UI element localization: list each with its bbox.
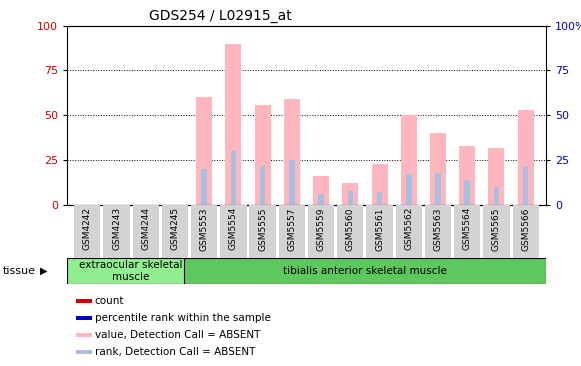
Bar <box>231 151 236 205</box>
Bar <box>376 193 382 205</box>
Bar <box>459 146 475 205</box>
Bar <box>464 180 470 205</box>
Bar <box>225 44 242 205</box>
Text: tibialis anterior skeletal muscle: tibialis anterior skeletal muscle <box>283 266 447 276</box>
FancyBboxPatch shape <box>396 205 422 258</box>
Bar <box>284 99 300 205</box>
FancyBboxPatch shape <box>184 258 546 284</box>
Bar <box>254 105 271 205</box>
Bar <box>77 316 92 321</box>
Text: GSM5560: GSM5560 <box>346 207 355 251</box>
Text: GDS254 / L02915_at: GDS254 / L02915_at <box>149 9 292 23</box>
Text: tissue: tissue <box>3 266 36 276</box>
Bar <box>523 165 529 205</box>
FancyBboxPatch shape <box>512 205 539 258</box>
FancyBboxPatch shape <box>191 205 217 258</box>
Text: GSM5565: GSM5565 <box>492 207 501 251</box>
Text: ▶: ▶ <box>40 266 47 276</box>
Text: GSM4243: GSM4243 <box>112 207 121 250</box>
Bar <box>196 97 212 205</box>
Bar <box>489 147 504 205</box>
Bar <box>435 173 441 205</box>
Text: GSM5554: GSM5554 <box>229 207 238 250</box>
Text: GSM4242: GSM4242 <box>83 207 92 250</box>
Bar <box>347 191 353 205</box>
FancyBboxPatch shape <box>162 205 188 258</box>
Text: GSM5562: GSM5562 <box>404 207 413 250</box>
FancyBboxPatch shape <box>454 205 480 258</box>
Text: extraocular skeletal
muscle: extraocular skeletal muscle <box>80 260 183 282</box>
Text: GSM5557: GSM5557 <box>288 207 296 251</box>
Text: GSM5553: GSM5553 <box>200 207 209 251</box>
Text: GSM5564: GSM5564 <box>462 207 472 250</box>
FancyBboxPatch shape <box>483 205 510 258</box>
FancyBboxPatch shape <box>337 205 364 258</box>
Text: count: count <box>95 296 124 306</box>
Bar <box>318 194 324 205</box>
FancyBboxPatch shape <box>132 205 159 258</box>
Text: rank, Detection Call = ABSENT: rank, Detection Call = ABSENT <box>95 347 255 357</box>
Text: GSM4244: GSM4244 <box>141 207 150 250</box>
Bar <box>289 160 295 205</box>
Bar <box>518 110 534 205</box>
Bar <box>313 176 329 205</box>
Bar <box>430 133 446 205</box>
FancyBboxPatch shape <box>308 205 334 258</box>
FancyBboxPatch shape <box>103 205 130 258</box>
Bar <box>406 175 411 205</box>
Bar <box>202 169 207 205</box>
Bar <box>260 165 266 205</box>
Bar <box>77 350 92 354</box>
Bar <box>342 183 358 205</box>
Text: percentile rank within the sample: percentile rank within the sample <box>95 313 271 323</box>
FancyBboxPatch shape <box>367 205 393 258</box>
Bar <box>77 299 92 303</box>
Text: GSM5555: GSM5555 <box>258 207 267 251</box>
FancyBboxPatch shape <box>425 205 451 258</box>
FancyBboxPatch shape <box>249 205 276 258</box>
FancyBboxPatch shape <box>279 205 305 258</box>
Text: GSM5566: GSM5566 <box>521 207 530 251</box>
Text: GSM5563: GSM5563 <box>433 207 443 251</box>
Text: GSM5561: GSM5561 <box>375 207 384 251</box>
Text: GSM5559: GSM5559 <box>317 207 325 251</box>
Text: value, Detection Call = ABSENT: value, Detection Call = ABSENT <box>95 330 260 340</box>
Bar <box>401 115 417 205</box>
Text: GSM4245: GSM4245 <box>170 207 180 250</box>
FancyBboxPatch shape <box>74 205 101 258</box>
FancyBboxPatch shape <box>220 205 246 258</box>
Bar <box>77 333 92 337</box>
FancyBboxPatch shape <box>67 258 195 284</box>
Bar <box>494 187 499 205</box>
Bar <box>371 164 388 205</box>
